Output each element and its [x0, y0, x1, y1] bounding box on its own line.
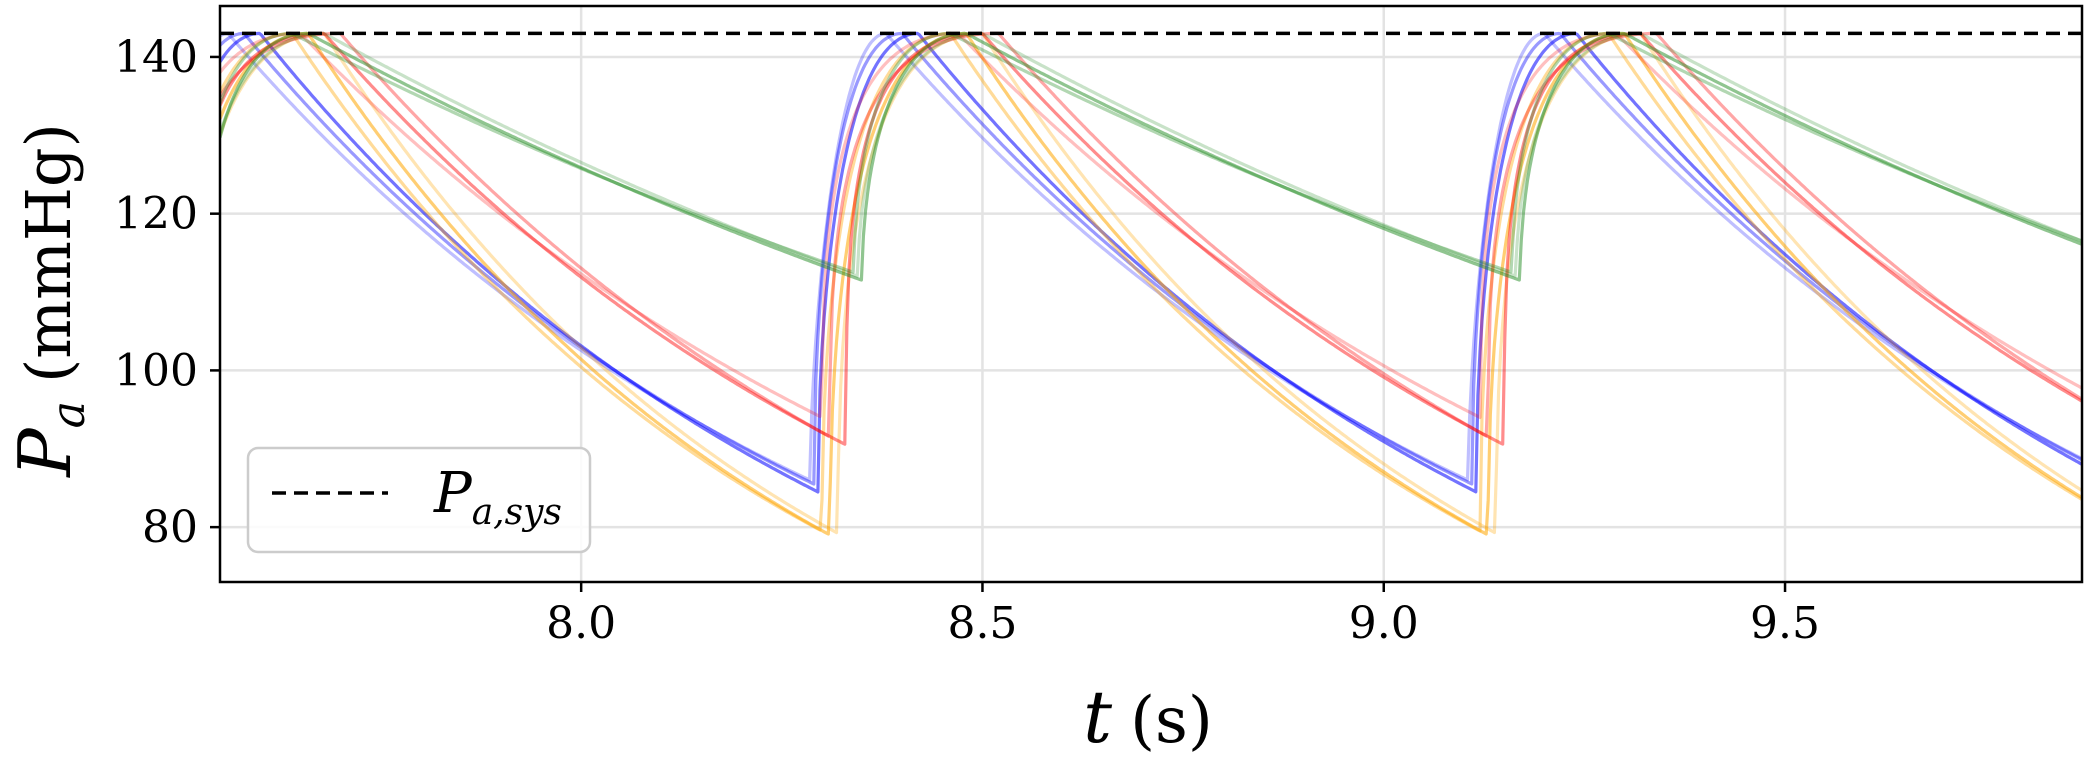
legend-subscript: a,sys [472, 492, 562, 533]
y-tick-label-1: 100 [114, 345, 198, 396]
series-line-blue-0 [220, 31, 2082, 494]
x-tick-label-1: 8.5 [947, 598, 1017, 649]
y-axis-symbol: P [3, 427, 87, 479]
series-line-green-9 [220, 31, 2082, 282]
axis-ticks: 8.0 8.5 9.0 9.5 80 100 120 140 [114, 32, 1820, 649]
series-line-green-10 [220, 31, 2082, 274]
y-axis-subscript: a [41, 401, 95, 428]
y-axis-label: Pa (mmHg) [3, 123, 95, 479]
x-axis-symbol: t [1083, 675, 1113, 759]
series-line-red-7 [220, 31, 2082, 438]
pressure-series-group [220, 31, 2082, 536]
legend-label: Pa,sys [433, 461, 562, 533]
y-tick-label-2: 120 [114, 189, 198, 240]
series-line-red-8 [220, 31, 2082, 419]
x-tick-label-2: 9.0 [1349, 598, 1419, 649]
y-axis-unit: (mmHg) [12, 123, 85, 383]
legend-symbol: P [433, 461, 473, 526]
series-line-orange-5 [220, 31, 2082, 535]
series-line-red-6 [220, 31, 2082, 446]
x-axis-label: t (s) [1083, 675, 1213, 759]
series-line-green-11 [220, 31, 2082, 278]
x-tick-label-3: 9.5 [1750, 598, 1820, 649]
series-line-orange-4 [220, 31, 2082, 533]
series-line-blue-2 [220, 31, 2082, 482]
x-axis-unit: (s) [1130, 684, 1213, 758]
legend-box [246, 446, 592, 554]
legend: Pa,sys [246, 446, 592, 554]
plot-frame [218, 4, 2084, 584]
y-tick-label-3: 140 [114, 32, 198, 83]
x-tick-label-0: 8.0 [546, 598, 616, 649]
y-tick-label-0: 80 [142, 502, 198, 553]
series-line-orange-3 [220, 31, 2082, 536]
